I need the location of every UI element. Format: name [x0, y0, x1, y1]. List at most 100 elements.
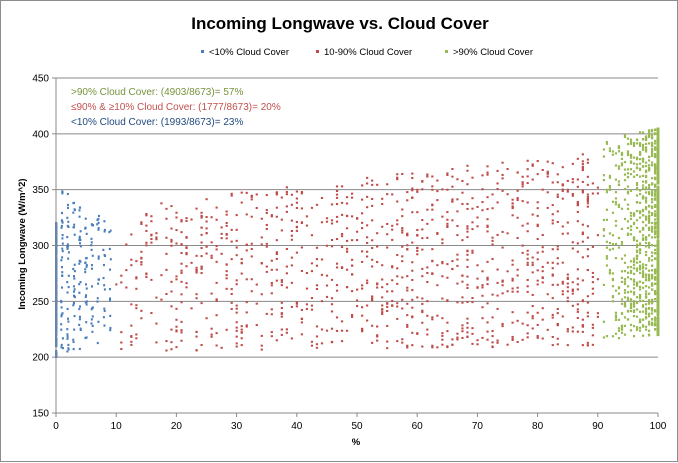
x-tick-label: 60 — [412, 421, 424, 432]
data-point-mid-cloud — [135, 277, 138, 280]
data-point-mid-cloud — [591, 281, 594, 284]
data-point-mid-cloud — [536, 251, 539, 254]
data-point-mid-cloud — [441, 297, 444, 300]
data-point-high-cloud — [656, 283, 660, 287]
data-point-mid-cloud — [591, 271, 594, 274]
data-point-mid-cloud — [270, 268, 273, 271]
data-point-mid-cloud — [451, 260, 454, 263]
data-point-mid-cloud — [576, 250, 579, 253]
data-point-mid-cloud — [591, 334, 594, 337]
data-point-mid-cloud — [185, 252, 188, 255]
data-point-mid-cloud — [215, 206, 218, 209]
data-point-low-cloud — [60, 259, 63, 262]
data-point-high-cloud — [632, 314, 636, 318]
data-point-high-cloud — [617, 246, 621, 249]
data-point-mid-cloud — [466, 227, 469, 230]
data-point-mid-cloud — [491, 258, 494, 261]
data-point-high-cloud — [635, 239, 639, 243]
data-point-high-cloud — [638, 280, 642, 283]
data-point-high-cloud — [656, 292, 660, 296]
data-point-mid-cloud — [401, 215, 404, 218]
data-point-mid-cloud — [446, 188, 449, 191]
data-point-mid-cloud — [270, 331, 273, 334]
data-point-mid-cloud — [541, 250, 544, 253]
data-point-mid-cloud — [586, 198, 589, 201]
data-point-high-cloud — [647, 155, 651, 158]
data-point-low-cloud — [72, 338, 75, 341]
data-point-mid-cloud — [350, 192, 354, 195]
data-point-mid-cloud — [566, 328, 569, 331]
data-point-low-cloud — [61, 220, 64, 223]
data-point-mid-cloud — [350, 258, 354, 261]
data-point-mid-cloud — [481, 174, 484, 177]
data-point-mid-cloud — [581, 160, 584, 163]
data-point-high-cloud — [650, 243, 654, 247]
data-point-mid-cloud — [280, 307, 283, 310]
data-point-mid-cloud — [345, 286, 349, 289]
data-point-low-cloud — [73, 288, 76, 291]
data-point-low-cloud — [67, 317, 70, 320]
data-point-mid-cloud — [526, 336, 529, 339]
data-point-mid-cloud — [536, 237, 539, 240]
data-point-high-cloud — [650, 254, 654, 258]
data-point-mid-cloud — [315, 284, 319, 287]
data-point-mid-cloud — [310, 270, 314, 273]
data-point-mid-cloud — [250, 278, 253, 281]
data-point-mid-cloud — [526, 311, 529, 314]
data-point-mid-cloud — [451, 175, 454, 178]
data-point-mid-cloud — [155, 296, 158, 299]
data-point-low-cloud — [66, 337, 69, 340]
data-point-high-cloud — [629, 225, 633, 228]
data-point-mid-cloud — [561, 197, 564, 200]
data-point-mid-cloud — [225, 222, 228, 225]
data-point-mid-cloud — [190, 218, 193, 221]
data-point-low-cloud — [97, 255, 100, 258]
data-point-mid-cloud — [356, 305, 359, 308]
data-point-high-cloud — [656, 301, 660, 305]
data-point-mid-cloud — [431, 344, 434, 347]
data-point-mid-cloud — [571, 181, 574, 184]
data-point-high-cloud — [623, 301, 627, 305]
data-point-mid-cloud — [170, 305, 173, 308]
data-point-high-cloud — [641, 210, 645, 213]
data-point-mid-cloud — [366, 250, 369, 253]
data-point-mid-cloud — [471, 228, 474, 231]
data-point-mid-cloud — [536, 323, 539, 326]
data-point-high-cloud — [647, 246, 651, 249]
data-point-mid-cloud — [436, 231, 439, 234]
data-point-mid-cloud — [436, 199, 439, 202]
data-point-mid-cloud — [451, 167, 454, 170]
data-point-mid-cloud — [396, 275, 399, 278]
data-point-high-cloud — [650, 284, 654, 287]
data-point-high-cloud — [608, 232, 612, 235]
data-point-mid-cloud — [376, 325, 379, 328]
data-point-mid-cloud — [391, 279, 394, 282]
data-point-low-cloud — [78, 215, 81, 218]
data-point-mid-cloud — [185, 253, 188, 256]
data-point-high-cloud — [650, 318, 654, 321]
data-point-mid-cloud — [145, 224, 148, 227]
data-point-high-cloud — [656, 306, 660, 310]
data-point-high-cloud — [626, 233, 630, 237]
data-point-mid-cloud — [556, 262, 559, 265]
data-point-mid-cloud — [350, 239, 354, 242]
data-point-high-cloud — [647, 131, 651, 135]
data-point-mid-cloud — [386, 324, 389, 327]
data-point-low-cloud — [67, 320, 70, 323]
data-point-low-cloud — [60, 306, 63, 309]
data-point-high-cloud — [617, 150, 621, 153]
data-point-high-cloud — [605, 191, 609, 194]
data-point-mid-cloud — [411, 189, 414, 192]
data-point-mid-cloud — [155, 341, 158, 344]
data-point-mid-cloud — [230, 288, 233, 291]
data-point-mid-cloud — [516, 197, 519, 200]
data-point-low-cloud — [72, 275, 75, 278]
data-point-low-cloud — [60, 323, 63, 326]
data-point-high-cloud — [638, 310, 642, 313]
data-point-high-cloud — [605, 246, 609, 249]
data-point-mid-cloud — [581, 325, 584, 328]
data-point-high-cloud — [638, 268, 642, 271]
data-point-high-cloud — [617, 292, 621, 295]
data-point-mid-cloud — [561, 293, 564, 296]
data-point-mid-cloud — [531, 213, 534, 216]
